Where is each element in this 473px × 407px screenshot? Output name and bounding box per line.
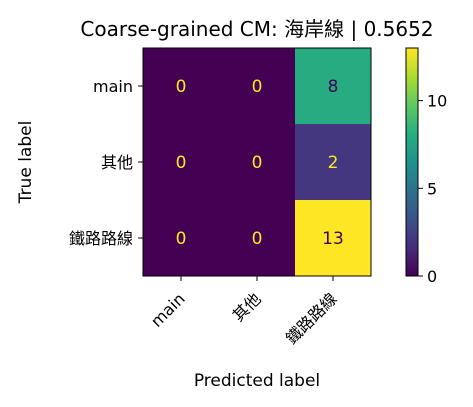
x-tick-label: main [147,289,189,331]
x-axis-label: Predicted label [194,371,320,391]
heatmap-cell [295,48,372,125]
colorbar [405,47,419,277]
cell-value-label: 0 [176,77,187,97]
cell-value-label: 0 [176,153,187,173]
cell-value-label: 0 [252,77,263,97]
y-axis-label: True label [16,121,36,205]
heatmap-cell [219,124,296,201]
colorbar-tick-label: 5 [427,179,437,198]
cell-value-label: 8 [328,77,339,97]
heatmap-cell [143,124,220,201]
cell-value-label: 13 [322,229,344,249]
cell-value-label: 0 [252,153,263,173]
cell-value-label: 2 [328,153,339,173]
heatmap-cell [219,200,296,277]
colorbar-tick-label: 0 [427,267,437,286]
heatmap-cell [295,200,372,277]
heatmap-cell [143,200,220,277]
heatmap-cell [143,48,220,125]
cell-value-label: 0 [252,229,263,249]
heatmap-cells: 0 0 8 0 0 2 0 0 13 [143,48,372,277]
cell-value-label: 0 [176,229,187,249]
y-tick-label: 其他 [101,153,133,172]
y-tick-label: 鐵路路線 [69,229,133,248]
heatmap-cell [219,48,296,125]
x-tick-label: 其他 [229,289,265,325]
x-tick-label: 鐵路路線 [282,289,341,348]
y-tick-label: main [93,77,133,96]
colorbar-tick-label: 10 [427,92,447,111]
x-axis-ticks: main 其他 鐵路路線 [147,276,341,348]
chart-title: Coarse-grained CM: 海岸線 | 0.5652 [80,17,433,41]
heatmap-cell [295,124,372,201]
colorbar-ticks: 0 5 10 [418,92,447,286]
